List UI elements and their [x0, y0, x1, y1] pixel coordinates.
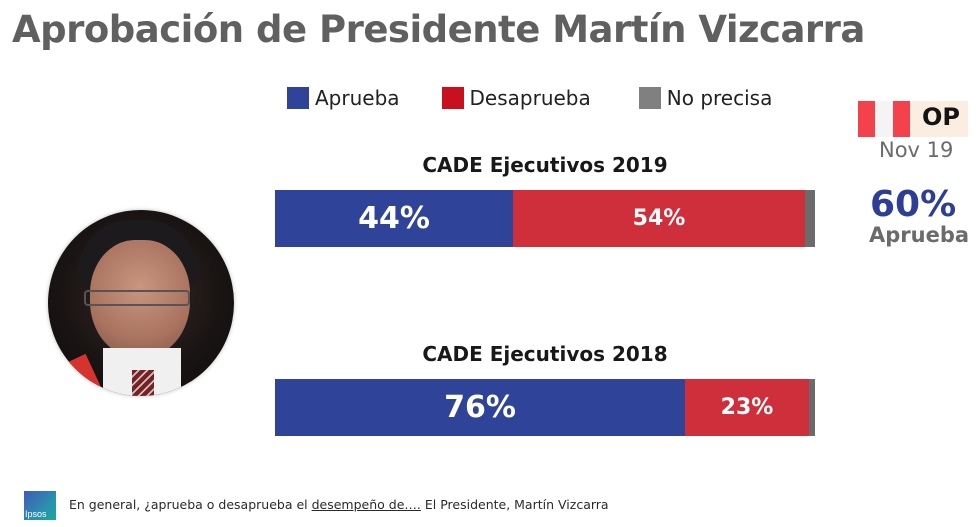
- op-approval-value: 60%: [870, 184, 957, 225]
- bar-segment-no-precisa: [805, 190, 815, 247]
- legend-swatch-no-precisa: [638, 87, 661, 109]
- bar-segment-desaprueba: 54%: [513, 190, 805, 247]
- op-badge-label: OP: [922, 103, 960, 131]
- legend-item-aprueba: Aprueba: [287, 86, 400, 110]
- president-photo: [48, 210, 234, 396]
- op-date: Nov 19: [879, 138, 954, 162]
- chart-title-2019: CADE Ejecutivos 2019: [422, 153, 668, 177]
- legend-label-no-precisa: No precisa: [666, 86, 773, 110]
- survey-question-suffix: El Presidente, Martín Vizcarra: [420, 497, 609, 512]
- peru-flag-icon: [858, 101, 910, 137]
- chart-legend: Aprueba Desaprueba No precisa: [287, 86, 772, 110]
- bar-segment-aprueba: 44%: [275, 190, 513, 247]
- bar-segment-aprueba: 76%: [275, 379, 685, 436]
- ipsos-logo: Ipsos: [24, 491, 56, 520]
- legend-label-aprueba: Aprueba: [315, 86, 400, 110]
- legend-swatch-aprueba: [287, 87, 309, 109]
- data-label-desaprueba: 23%: [720, 395, 774, 420]
- page-title: Aprobación de Presidente Martín Vizcarra: [12, 8, 865, 51]
- stacked-bar-2019: 44% 54%: [275, 190, 815, 247]
- op-approval-label: Aprueba: [869, 223, 970, 247]
- legend-swatch-desaprueba: [441, 87, 464, 109]
- op-badge: OP: [858, 101, 968, 137]
- legend-item-no-precisa: No precisa: [638, 86, 773, 110]
- survey-question-underlined: desempeño de….: [311, 497, 421, 512]
- chart-title-2018: CADE Ejecutivos 2018: [422, 342, 668, 366]
- data-label-aprueba: 76%: [444, 390, 516, 425]
- data-label-aprueba: 44%: [358, 201, 430, 236]
- survey-question-prefix: En general, ¿aprueba o desaprueba el: [69, 497, 312, 512]
- data-label-desaprueba: 54%: [632, 206, 686, 231]
- bar-segment-no-precisa: [809, 379, 815, 436]
- ipsos-logo-text: Ipsos: [25, 509, 47, 519]
- survey-question: En general, ¿aprueba o desaprueba el des…: [69, 497, 609, 512]
- legend-label-desaprueba: Desaprueba: [469, 86, 591, 110]
- stacked-bar-2018: 76% 23%: [275, 379, 815, 436]
- legend-item-desaprueba: Desaprueba: [441, 86, 591, 110]
- bar-segment-desaprueba: 23%: [685, 379, 809, 436]
